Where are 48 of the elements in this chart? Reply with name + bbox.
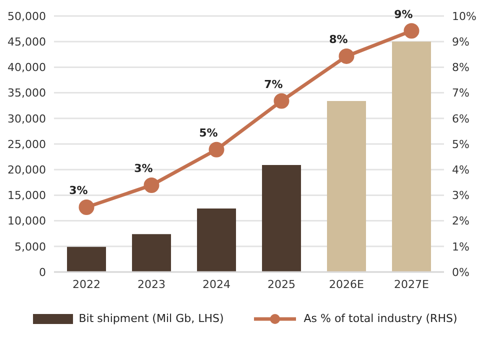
point xyxy=(404,23,420,39)
y2-tick-label: 1% xyxy=(452,240,470,254)
x-tick-label: 2022 xyxy=(72,278,100,291)
bar xyxy=(67,246,106,272)
y-tick-label: 50,000 xyxy=(8,10,46,23)
data-label: 3% xyxy=(134,162,153,176)
data-label: 8% xyxy=(329,33,348,46)
y2-tick-label: 8% xyxy=(452,61,470,74)
bar xyxy=(392,42,431,272)
y-tick-label: 20,000 xyxy=(8,164,46,177)
y-tick-label: 10,000 xyxy=(8,214,46,228)
x-tick-label: 2027E xyxy=(394,278,430,291)
point xyxy=(144,177,160,193)
y-tick-label: 30,000 xyxy=(8,112,46,126)
data-label: 9% xyxy=(394,8,413,21)
bar xyxy=(197,208,236,272)
point xyxy=(274,93,290,109)
data-label: 7% xyxy=(264,78,283,91)
y2-tick-label: 3% xyxy=(452,189,470,202)
y2-tick-label: 0% xyxy=(452,266,470,279)
point xyxy=(208,142,224,158)
x-tick-label: 2025 xyxy=(268,278,296,291)
y2-tick-label: 5% xyxy=(452,138,470,151)
y2-tick-label: 7% xyxy=(452,86,470,100)
x-tick-label: 2023 xyxy=(138,278,166,291)
point xyxy=(78,199,94,215)
legend-label: Bit shipment (Mil Gb, LHS) xyxy=(78,312,224,325)
y-tick-label: 5,000 xyxy=(14,240,46,254)
y-tick-label: 40,000 xyxy=(8,61,46,74)
y-tick-label: 15,000 xyxy=(8,189,46,202)
y2-tick-label: 4% xyxy=(452,164,470,177)
y-tick-label: 45,000 xyxy=(8,36,46,49)
data-label: 5% xyxy=(199,126,218,140)
bar xyxy=(327,100,366,272)
bar xyxy=(262,164,301,272)
y-tick-label: 35,000 xyxy=(8,86,46,100)
y2-tick-label: 2% xyxy=(452,214,470,228)
x-tick-label: 2026E xyxy=(329,278,364,291)
bar xyxy=(132,234,171,272)
y2-tick-label: 10% xyxy=(452,10,476,23)
x-tick-label: 2024 xyxy=(202,278,230,291)
y2-tick-label: 9% xyxy=(452,36,470,49)
y-tick-label: 25,000 xyxy=(8,138,46,151)
y-tick-label: 0 xyxy=(39,266,46,279)
legend-label: As % of total industry (RHS) xyxy=(304,312,458,325)
data-label: 3% xyxy=(69,184,88,198)
y2-tick-label: 6% xyxy=(452,112,470,126)
point xyxy=(338,48,354,64)
